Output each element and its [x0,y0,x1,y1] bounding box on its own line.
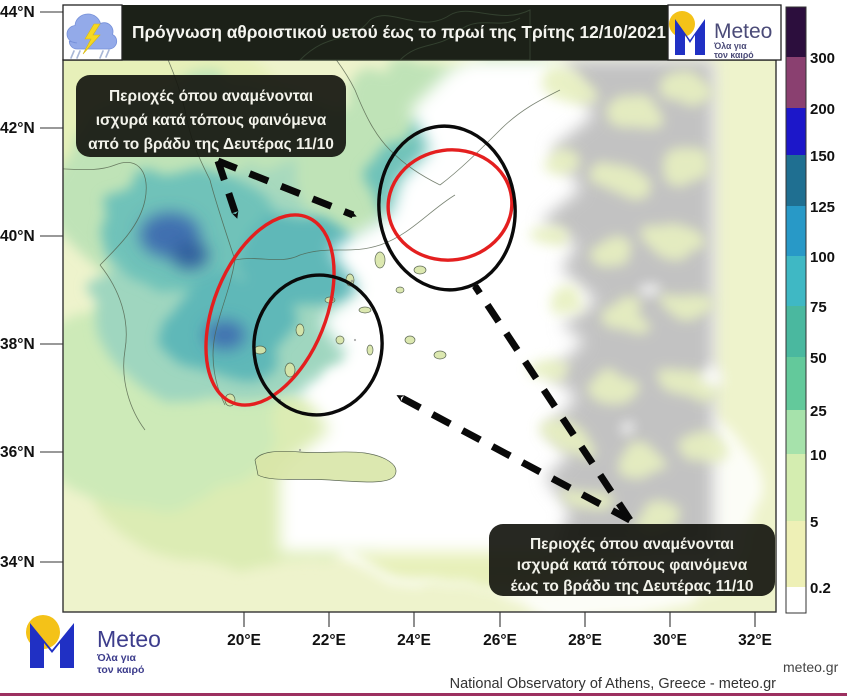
svg-text:300: 300 [810,50,835,67]
svg-text:Meteo: Meteo [97,626,161,652]
svg-text:28°E: 28°E [568,632,602,649]
svg-text:Meteo: Meteo [714,20,772,43]
svg-text:24°E: 24°E [397,632,431,649]
svg-text:34°N: 34°N [0,554,35,571]
svg-text:30°E: 30°E [653,632,687,649]
svg-text:Πρόγνωση αθροιστικού υετού έω: Πρόγνωση αθροιστικού υετού έως το πρωί τ… [132,22,666,42]
svg-text:125: 125 [810,199,835,216]
svg-text:Όλα για: Όλα για [96,652,136,664]
svg-text:National Observatory of Athens: National Observatory of Athens, Greece -… [450,676,777,692]
svg-text:τον καιρό: τον καιρό [714,50,754,60]
svg-text:Περιοχές όπου αναμένονται: Περιοχές όπου αναμένονται [530,536,734,553]
svg-text:38°N: 38°N [0,336,35,353]
svg-text:από το βράδυ της Δευτέρας 11/1: από το βράδυ της Δευτέρας 11/10 [88,136,334,153]
svg-text:έως το βράδυ της Δευτέρας 11/1: έως το βράδυ της Δευτέρας 11/10 [510,578,753,595]
svg-text:meteo.gr: meteo.gr [783,659,839,675]
svg-text:5: 5 [810,514,818,531]
svg-text:10: 10 [810,447,827,464]
svg-text:32°E: 32°E [738,632,772,649]
svg-text:42°N: 42°N [0,120,35,137]
svg-text:200: 200 [810,101,835,118]
svg-text:22°E: 22°E [312,632,346,649]
svg-text:150: 150 [810,148,835,165]
svg-text:26°E: 26°E [483,632,517,649]
svg-text:36°N: 36°N [0,444,35,461]
svg-text:0.2: 0.2 [810,580,831,597]
svg-text:Περιοχές όπου αναμένονται: Περιοχές όπου αναμένονται [109,88,313,105]
svg-text:ισχυρά κατά τόπους φαινόμενα: ισχυρά κατά τόπους φαινόμενα [96,112,327,129]
svg-text:20°E: 20°E [227,632,261,649]
svg-text:100: 100 [810,249,835,266]
svg-text:50: 50 [810,350,827,367]
svg-text:75: 75 [810,299,827,316]
svg-text:44°N: 44°N [0,4,35,21]
svg-text:τον καιρό: τον καιρό [97,664,144,676]
svg-text:ισχυρά κατά τόπους φαινόμενα: ισχυρά κατά τόπους φαινόμενα [517,557,748,574]
svg-text:40°N: 40°N [0,228,35,245]
svg-text:25: 25 [810,403,827,420]
